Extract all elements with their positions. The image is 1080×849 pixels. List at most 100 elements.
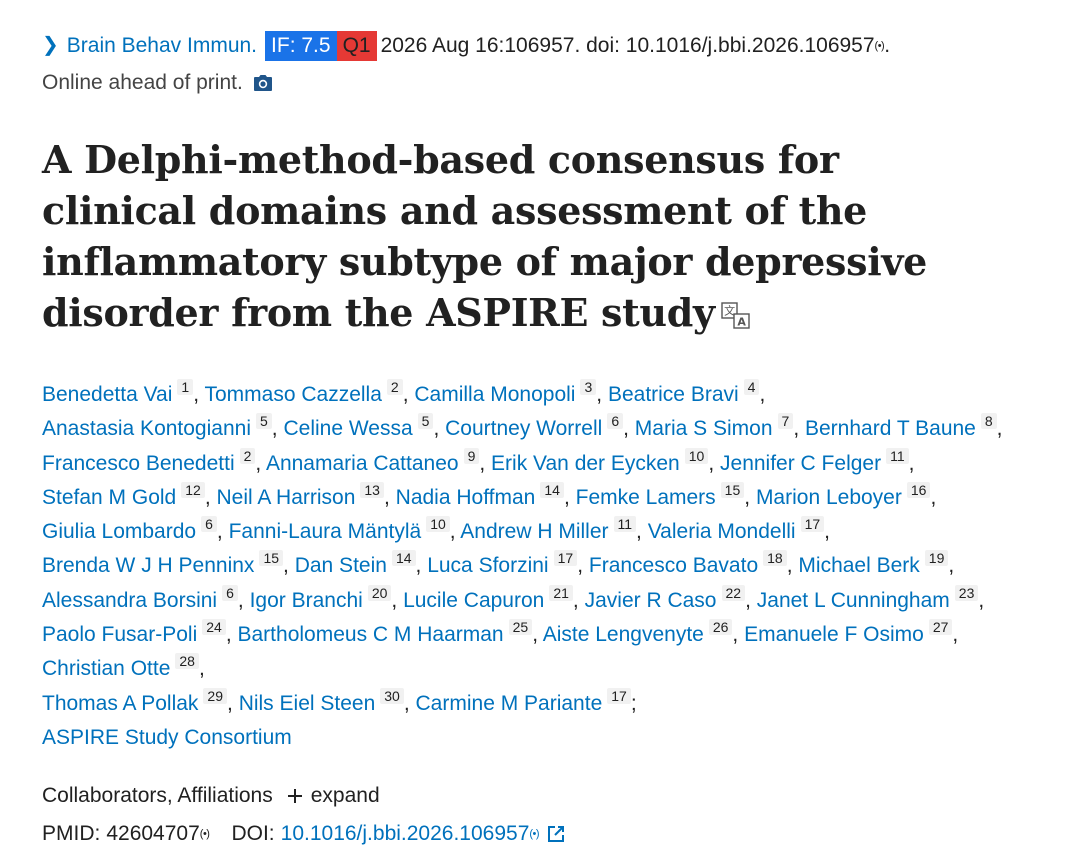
affiliation-number[interactable]: 6 (222, 584, 238, 601)
affiliation-number[interactable]: 25 (508, 619, 533, 636)
expand-button[interactable]: expand (310, 784, 380, 808)
affiliation-number[interactable]: 2 (239, 447, 256, 464)
affiliation-number[interactable]: 7 (777, 413, 794, 430)
author-name-link[interactable]: Brenda W J H Penninx (42, 554, 255, 578)
author-item: Christian Otte 28, (42, 653, 205, 681)
affiliation-number[interactable]: 24 (202, 619, 226, 636)
author-name-link[interactable]: Bernhard T Baune (805, 417, 976, 441)
author-name-link[interactable]: Beatrice Bravi (607, 383, 739, 406)
affiliation-number[interactable]: 17 (553, 550, 578, 567)
affiliation-number[interactable]: 16 (906, 481, 931, 498)
author-separator: , (402, 383, 409, 406)
affiliation-number[interactable]: 10 (426, 516, 450, 533)
author-name-link[interactable]: Michael Berk (798, 554, 920, 578)
author-name-link[interactable]: Giulia Lombardo (42, 520, 197, 544)
author-name-link[interactable]: Stefan M Gold (42, 485, 177, 509)
author-name-link[interactable]: Javier R Caso (584, 588, 717, 612)
affiliation-number[interactable]: 3 (580, 379, 597, 395)
author-separator: , (563, 485, 570, 509)
affiliation-number[interactable]: 20 (367, 584, 392, 601)
affiliation-number[interactable]: 15 (259, 550, 284, 567)
author-name-link[interactable]: Paolo Fusar-Poli (42, 623, 198, 647)
affiliation-number[interactable]: 6 (607, 413, 624, 430)
author-name-link[interactable]: Francesco Benedetti (42, 451, 235, 475)
affiliation-number[interactable]: 14 (391, 550, 416, 567)
author-separator: , (204, 485, 211, 509)
author-name-link[interactable]: Valeria Mondelli (647, 520, 796, 544)
author-name-link[interactable]: Francesco Bavato (588, 554, 759, 578)
author-name-link[interactable]: Anastasia Kontogianni (42, 417, 251, 441)
author-name-link[interactable]: Lucile Capuron (403, 588, 545, 612)
author-name-link[interactable]: Benedetta Vai (42, 383, 173, 406)
affiliation-number[interactable]: 14 (540, 481, 564, 498)
affiliation-number[interactable]: 22 (721, 584, 746, 601)
plus-icon[interactable] (287, 788, 303, 804)
author-name-link[interactable]: Neil A Harrison (216, 485, 356, 509)
author-name-link[interactable]: Fanni-Laura Mäntylä (228, 520, 422, 544)
affiliation-number[interactable]: 5 (256, 413, 272, 430)
translate-icon[interactable]: 文 A (721, 302, 751, 330)
collaborators-affiliations-row[interactable]: Collaborators, Affiliations expand (42, 781, 1062, 811)
affiliation-number[interactable]: 2 (386, 379, 403, 395)
camera-icon[interactable] (253, 74, 273, 92)
author-name-link[interactable]: Christian Otte (42, 657, 171, 681)
affiliation-number[interactable]: 10 (684, 447, 709, 464)
affiliation-number[interactable]: 13 (360, 481, 384, 498)
author-name-link[interactable]: Thomas A Pollak (42, 691, 199, 715)
author-separator: , (708, 451, 715, 475)
external-link-icon[interactable] (547, 825, 565, 843)
author-name-link[interactable]: Erik Van der Eycken (491, 451, 680, 475)
consortium-link[interactable]: ASPIRE Study Consortium (42, 725, 292, 749)
author-name-link[interactable]: Celine Wessa (283, 417, 413, 441)
citation-details: 2026 Aug 16:106957. doi: 10.1016/j.bbi.2… (380, 34, 875, 57)
affiliation-number[interactable]: 4 (743, 379, 760, 395)
affiliation-number[interactable]: 17 (800, 516, 825, 533)
affiliation-number[interactable]: 9 (463, 447, 480, 464)
affiliation-number[interactable]: 27 (928, 619, 953, 636)
affiliation-number[interactable]: 5 (417, 413, 434, 430)
affiliation-number[interactable]: 11 (886, 447, 909, 464)
affiliation-number[interactable]: 23 (954, 584, 979, 601)
affiliation-number[interactable]: 26 (708, 619, 733, 636)
affiliation-number[interactable]: 8 (980, 413, 997, 430)
author-name-link[interactable]: Maria S Simon (634, 417, 773, 441)
author-name-link[interactable]: Nadia Hoffman (395, 485, 536, 509)
author-name-link[interactable]: Dan Stein (294, 554, 387, 578)
affiliation-number[interactable]: 11 (613, 516, 637, 533)
affiliation-number[interactable]: 17 (607, 687, 631, 704)
author-name-link[interactable]: Alessandra Borsini (42, 588, 218, 612)
author-item: Dan Stein 14, (294, 550, 421, 578)
author-name-link[interactable]: Carmine M Pariante (415, 691, 603, 715)
author-name-link[interactable]: Annamaria Cattaneo (265, 451, 459, 475)
affiliation-number[interactable]: 30 (380, 687, 404, 704)
affiliation-number[interactable]: 29 (203, 687, 227, 704)
chevron-right-icon[interactable]: ❯ (42, 34, 59, 56)
author-name-link[interactable]: Aiste Lengvenyte (542, 623, 704, 647)
author-name-link[interactable]: Femke Lamers (575, 485, 716, 509)
affiliation-number[interactable]: 12 (181, 481, 205, 498)
author-name-link[interactable]: Nils Eiel Steen (238, 691, 376, 715)
affiliation-number[interactable]: 19 (924, 550, 949, 567)
author-name-link[interactable]: Luca Sforzini (427, 554, 549, 578)
author-name-link[interactable]: Igor Branchi (249, 588, 363, 612)
author-name-link[interactable]: Janet L Cunningham (756, 588, 950, 612)
author-name-link[interactable]: Courtney Worrell (445, 417, 603, 441)
author-name-link[interactable]: Tommaso Cazzella (204, 383, 382, 406)
affiliation-number[interactable]: 21 (549, 584, 573, 601)
author-name-link[interactable]: Andrew H Miller (460, 520, 609, 544)
affiliation-number[interactable]: 28 (175, 653, 199, 670)
author-name-link[interactable]: Camilla Monopoli (414, 383, 576, 406)
article-title-text: A Delphi-method-based consensus for clin… (42, 137, 928, 335)
affiliation-number[interactable]: 6 (201, 516, 217, 533)
author-item: Aiste Lengvenyte 26, (542, 619, 738, 647)
author-name-link[interactable]: Jennifer C Felger (720, 451, 882, 475)
author-name-link[interactable]: Marion Leboyer (755, 485, 902, 509)
author-separator: ; (630, 691, 637, 715)
author-item: Jennifer C Felger 11, (720, 447, 914, 475)
affiliation-number[interactable]: 15 (720, 481, 745, 498)
author-name-link[interactable]: Bartholomeus C M Haarman (237, 623, 504, 647)
author-name-link[interactable]: Emanuele F Osimo (744, 623, 924, 647)
affiliation-number[interactable]: 1 (177, 379, 194, 395)
journal-link[interactable]: Brain Behav Immun. (66, 34, 258, 57)
affiliation-number[interactable]: 18 (763, 550, 787, 567)
